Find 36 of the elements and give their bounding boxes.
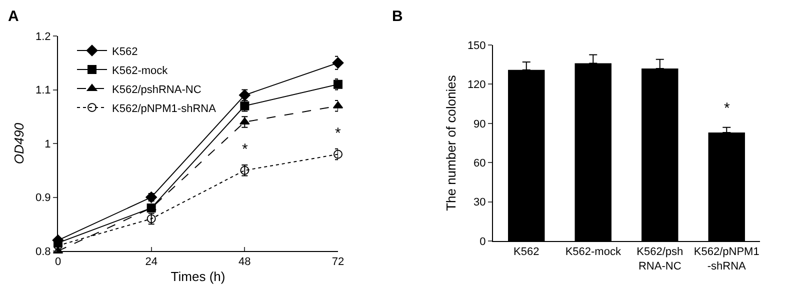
x-tick-label: 24 xyxy=(145,256,158,268)
x-tick-label: K562/psh RNA-NC xyxy=(636,246,684,272)
y-tick-label: 0.8 xyxy=(36,246,51,258)
y-axis-title: The number of colonies xyxy=(443,74,458,211)
legend-label: K562 xyxy=(112,46,138,58)
annotation: * xyxy=(335,125,341,142)
point xyxy=(146,192,158,203)
chart-title: A xyxy=(8,8,19,25)
point xyxy=(238,89,250,101)
legend-label: K562/pshRNA-NC xyxy=(112,84,202,96)
x-tick-label: 48 xyxy=(238,256,251,268)
y-tick-label: 150 xyxy=(467,40,486,52)
point xyxy=(332,57,344,69)
point xyxy=(334,150,342,159)
annotation: * xyxy=(724,100,730,117)
point xyxy=(334,80,342,89)
y-tick-label: 90 xyxy=(474,118,486,130)
legend-label: K562/pNPM1-shRNA xyxy=(112,102,217,115)
y-tick-label: 60 xyxy=(474,157,486,170)
y-tick-label: 1.2 xyxy=(36,30,51,43)
y-tick-label: 0 xyxy=(480,236,486,248)
y-tick-label: 30 xyxy=(474,196,486,209)
y-tick-label: 1.1 xyxy=(36,84,51,97)
annotation: * xyxy=(242,141,248,158)
y-axis-title: OD490 xyxy=(11,122,26,164)
x-tick-label: K562-mock xyxy=(565,246,622,258)
x-tick-label: 72 xyxy=(332,256,344,268)
y-tick-label: 0.9 xyxy=(36,192,51,204)
x-tick-label: 0 xyxy=(54,256,62,268)
chart-title: B xyxy=(392,8,403,25)
x-tick-label: K562/pNPM1 -shRNA xyxy=(694,246,760,272)
legend-label: K562-mock xyxy=(112,64,168,77)
y-tick-label: 1 xyxy=(44,138,51,150)
y-tick-label: 120 xyxy=(467,79,486,92)
x-axis-title: Times (h) xyxy=(170,268,226,284)
x-tick-label: K562 xyxy=(514,246,540,258)
